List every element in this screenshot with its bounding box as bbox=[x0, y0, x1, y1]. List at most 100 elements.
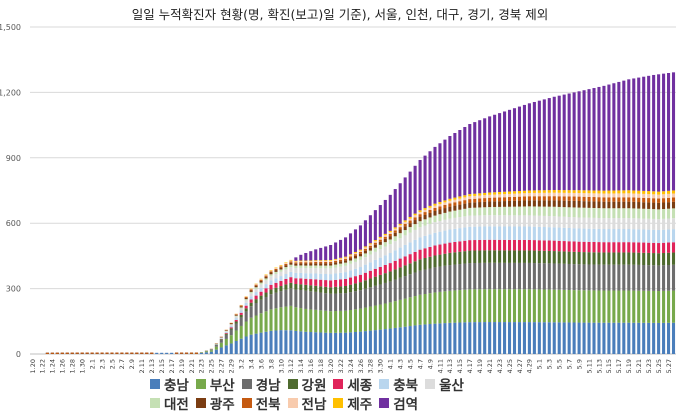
bar-segment bbox=[667, 190, 671, 194]
bar-segment bbox=[329, 332, 333, 354]
bar-segment bbox=[622, 190, 626, 194]
bar-segment bbox=[304, 290, 308, 309]
bar-segment bbox=[458, 204, 462, 210]
bar-segment bbox=[532, 240, 536, 251]
bar-segment bbox=[597, 86, 601, 191]
bar-segment bbox=[398, 327, 402, 354]
bar-segment bbox=[289, 330, 293, 354]
x-tick-label: 2.17 bbox=[168, 359, 176, 373]
bar-segment bbox=[572, 200, 576, 208]
bar-segment bbox=[542, 240, 546, 251]
bar-segment bbox=[562, 227, 566, 242]
bar-segment bbox=[488, 322, 492, 354]
bar-segment bbox=[657, 198, 661, 203]
bar-segment bbox=[229, 324, 233, 326]
bar-segment bbox=[458, 290, 462, 323]
bar-segment bbox=[507, 109, 512, 192]
bar-segment bbox=[234, 315, 238, 317]
x-tick-label: 5.15 bbox=[605, 359, 613, 373]
bar-segment bbox=[612, 197, 616, 202]
bar-segment bbox=[408, 254, 412, 264]
bar-segment bbox=[344, 260, 348, 263]
bar-segment bbox=[652, 198, 656, 203]
bar-segment bbox=[503, 289, 507, 323]
bar-segment bbox=[468, 226, 472, 241]
bar-segment bbox=[329, 261, 333, 264]
bar-segment bbox=[507, 197, 512, 201]
bar-segment bbox=[587, 89, 591, 191]
bar-segment bbox=[274, 267, 278, 269]
bar-segment bbox=[398, 225, 402, 228]
bar-segment bbox=[552, 322, 556, 354]
bar-segment bbox=[517, 250, 522, 263]
x-tick-label: 3.30 bbox=[377, 359, 385, 373]
bar-segment bbox=[284, 267, 288, 270]
bar-segment bbox=[547, 98, 551, 191]
bar-segment bbox=[607, 190, 611, 194]
bar-segment bbox=[363, 307, 367, 332]
legend-swatch bbox=[379, 397, 390, 408]
bar-segment bbox=[542, 196, 546, 201]
bar-segment bbox=[522, 239, 526, 251]
bar-segment bbox=[418, 159, 422, 211]
bar-segment bbox=[448, 322, 452, 354]
bar-segment bbox=[622, 208, 626, 219]
bar-segment bbox=[438, 209, 442, 215]
bar-segment bbox=[493, 114, 497, 193]
bar-segment bbox=[547, 200, 551, 207]
bar-segment bbox=[199, 353, 203, 354]
bar-segment bbox=[458, 228, 462, 242]
x-tick-label: 1.22 bbox=[39, 359, 47, 373]
bar-segment bbox=[368, 306, 372, 331]
bar-segment bbox=[234, 314, 238, 316]
bar-segment bbox=[627, 208, 631, 219]
bar-segment bbox=[522, 262, 526, 290]
bar-segment bbox=[353, 251, 358, 253]
bar-segment bbox=[552, 192, 556, 197]
bar-segment bbox=[458, 251, 462, 265]
bar-segment bbox=[334, 258, 338, 260]
bar-segment bbox=[418, 249, 422, 260]
bar-segment bbox=[667, 264, 671, 291]
bar-segment bbox=[592, 190, 596, 194]
bar-segment bbox=[587, 193, 591, 197]
bar-segment bbox=[413, 272, 417, 297]
bar-segment bbox=[458, 130, 462, 197]
bar-segment bbox=[572, 192, 576, 197]
bar-segment bbox=[378, 238, 382, 240]
bar-segment bbox=[567, 207, 571, 217]
bar-segment bbox=[637, 190, 641, 194]
bar-segment bbox=[344, 278, 348, 286]
bar-segment bbox=[562, 196, 566, 201]
bar-segment bbox=[259, 282, 263, 285]
bar-segment bbox=[428, 212, 432, 218]
bar-segment bbox=[443, 291, 447, 324]
bar-segment bbox=[329, 265, 333, 269]
bar-segment bbox=[334, 273, 338, 280]
bar-segment bbox=[309, 279, 313, 286]
bar-segment bbox=[314, 332, 318, 354]
bar-segment bbox=[428, 246, 432, 257]
bar-segment bbox=[244, 296, 248, 298]
bar-segment bbox=[80, 352, 84, 354]
bar-segment bbox=[423, 155, 427, 209]
bar-segment bbox=[383, 235, 387, 237]
bar-segment bbox=[507, 193, 512, 198]
bar-segment bbox=[592, 290, 596, 323]
bar-segment bbox=[512, 191, 517, 194]
bar-segment bbox=[637, 202, 641, 209]
bar-segment bbox=[438, 323, 442, 354]
legend-item: 제주 bbox=[333, 393, 372, 413]
bar-segment bbox=[244, 336, 248, 354]
bar-segment bbox=[324, 265, 328, 269]
bar-segment bbox=[398, 229, 402, 234]
legend-swatch bbox=[150, 378, 160, 389]
bar-segment bbox=[264, 278, 268, 281]
x-tick-label: 2.21 bbox=[188, 359, 196, 373]
bar-segment bbox=[264, 288, 268, 293]
bar-segment bbox=[577, 207, 581, 218]
bar-segment bbox=[448, 218, 452, 230]
legend-swatch bbox=[241, 378, 252, 389]
bar-segment bbox=[324, 310, 328, 333]
bar-segment bbox=[468, 202, 472, 208]
